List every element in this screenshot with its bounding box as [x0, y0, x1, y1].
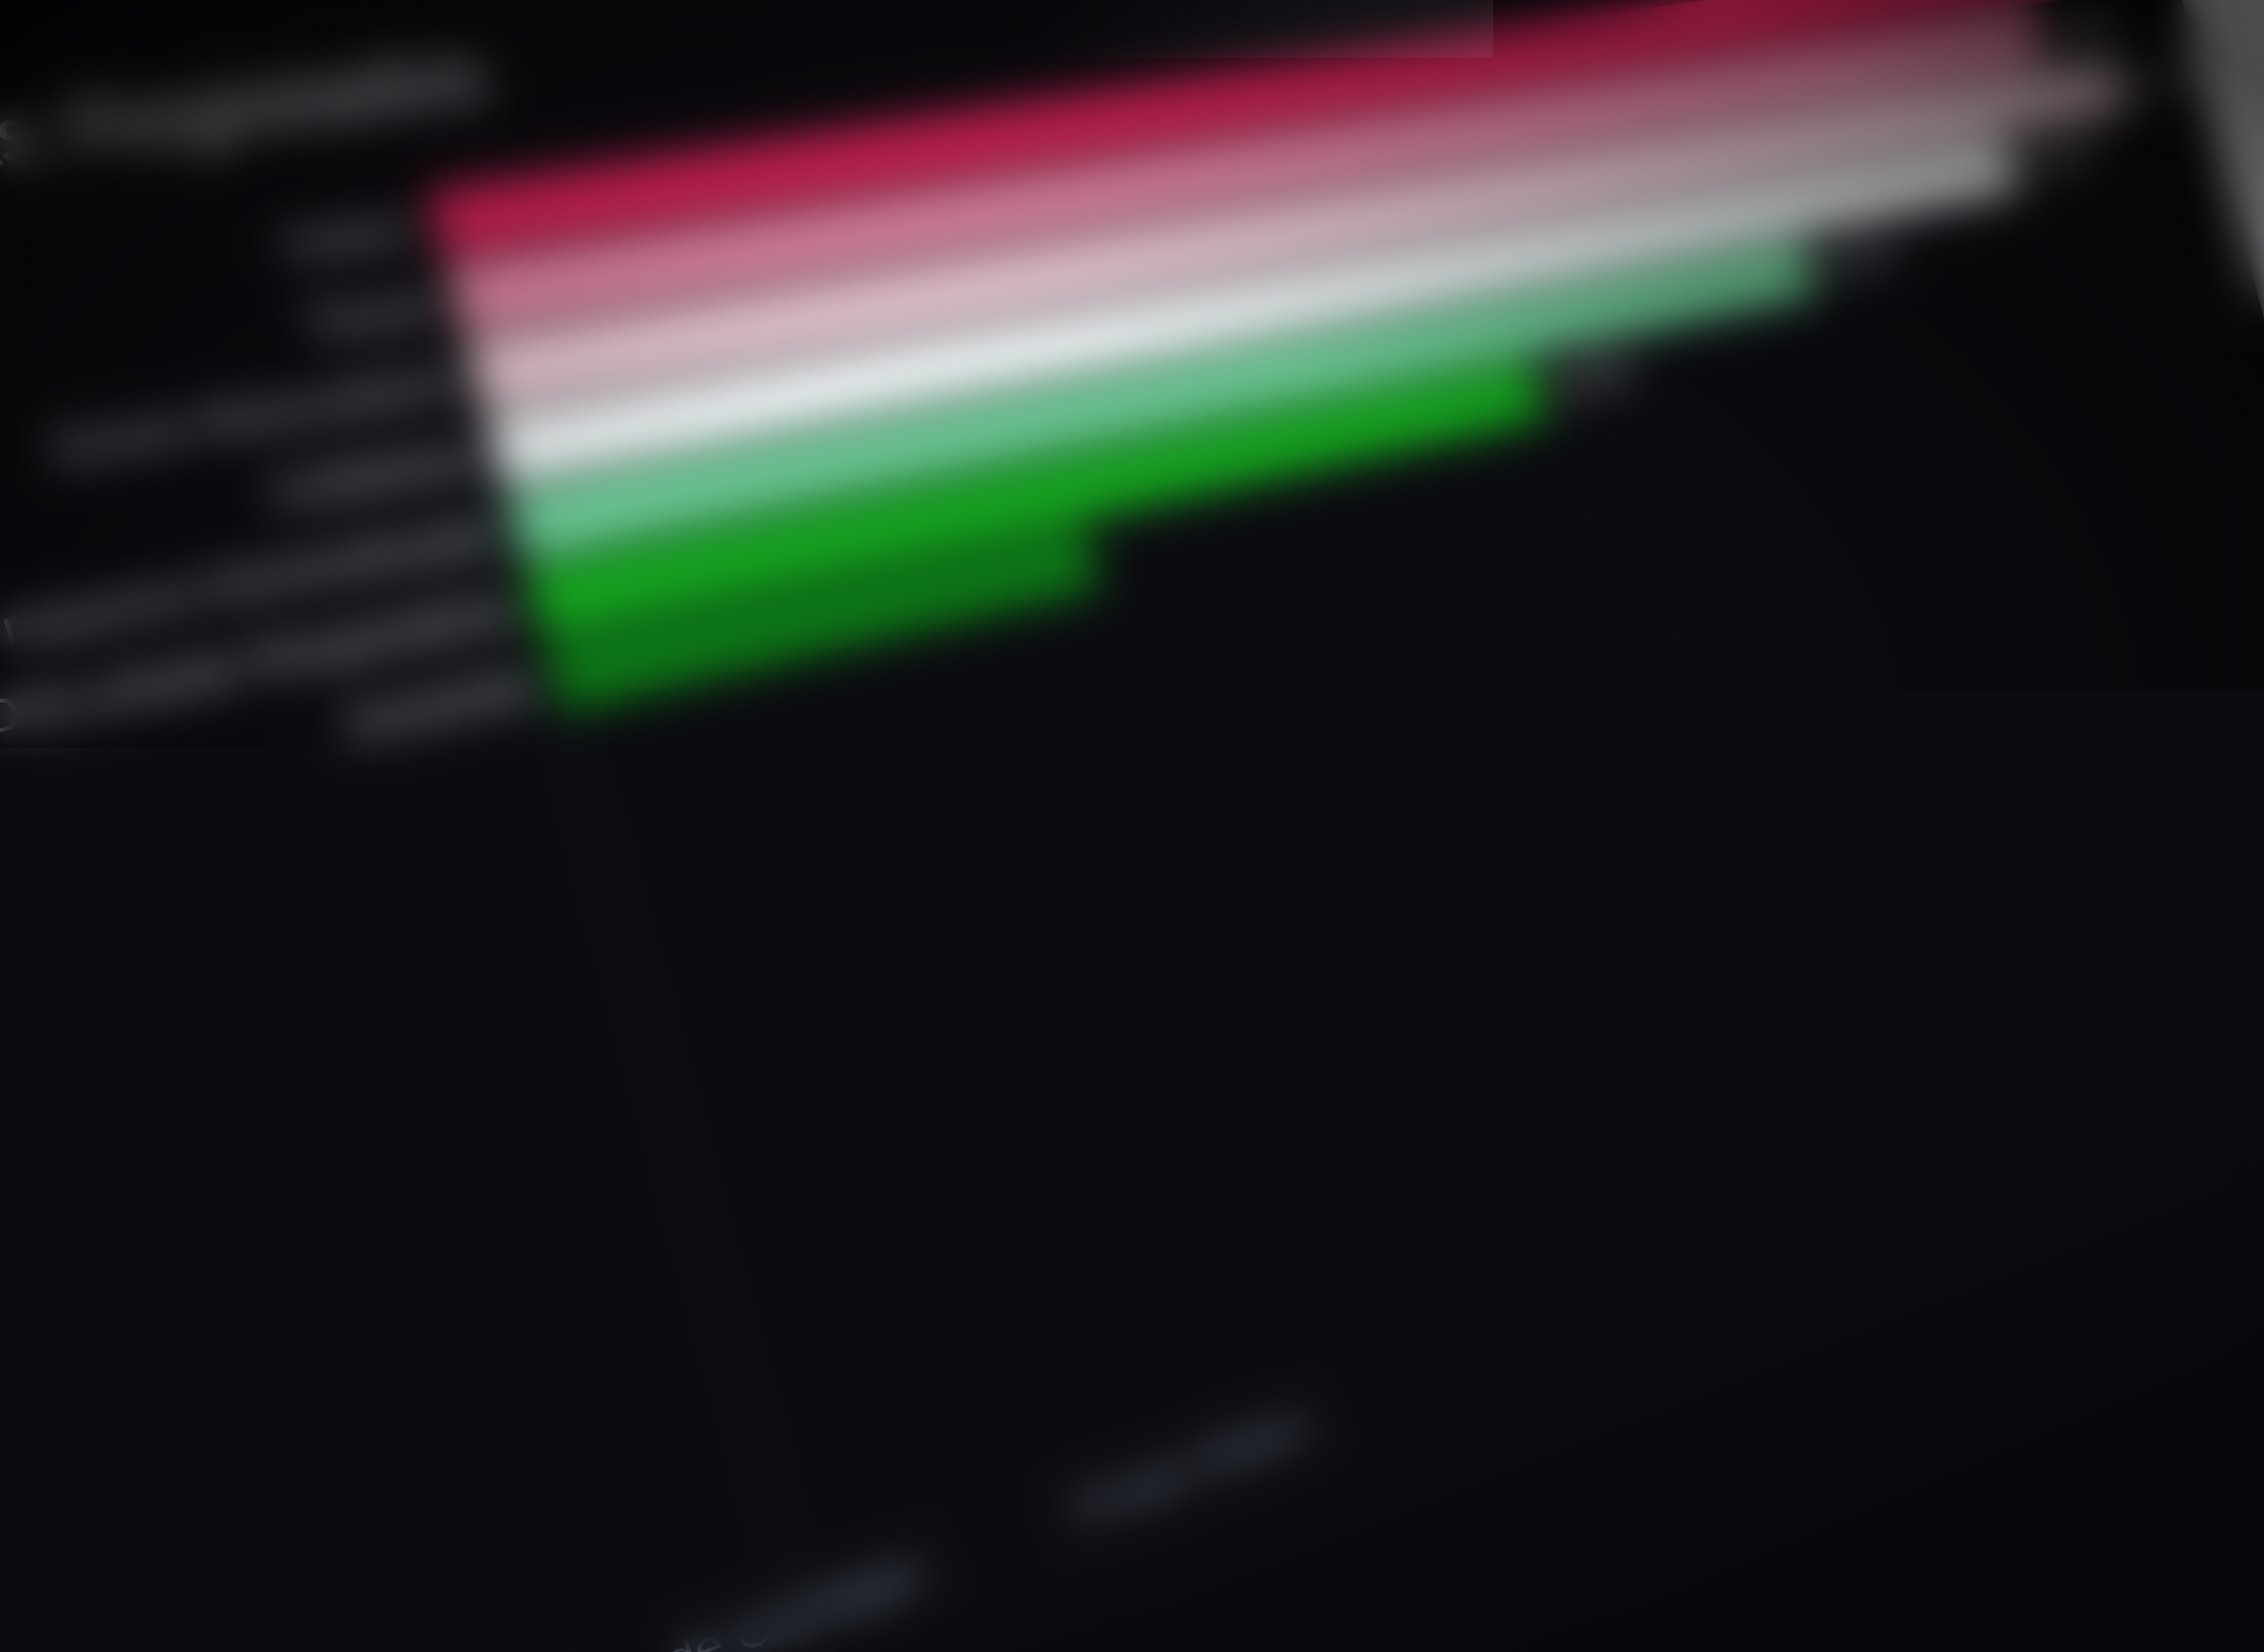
bar-value-label: 4,094: [2035, 7, 2121, 57]
bar-value-label: 4,326: [2118, 53, 2202, 103]
bar-value-label: 2,372: [1534, 350, 1637, 411]
symptoms-card: Sintomas Registados Febre4,280Tosse4,094…: [0, 0, 2264, 1652]
bar-value-label: 3,908: [2009, 131, 2096, 184]
main-content: Sintomas Registados Febre4,280Tosse4,094…: [0, 0, 2264, 1652]
bar-value-label: 3,210: [1805, 231, 1899, 287]
monitor-screen: Confirmados Vila Nova de Gaia Porto Mato…: [0, 0, 2264, 1652]
